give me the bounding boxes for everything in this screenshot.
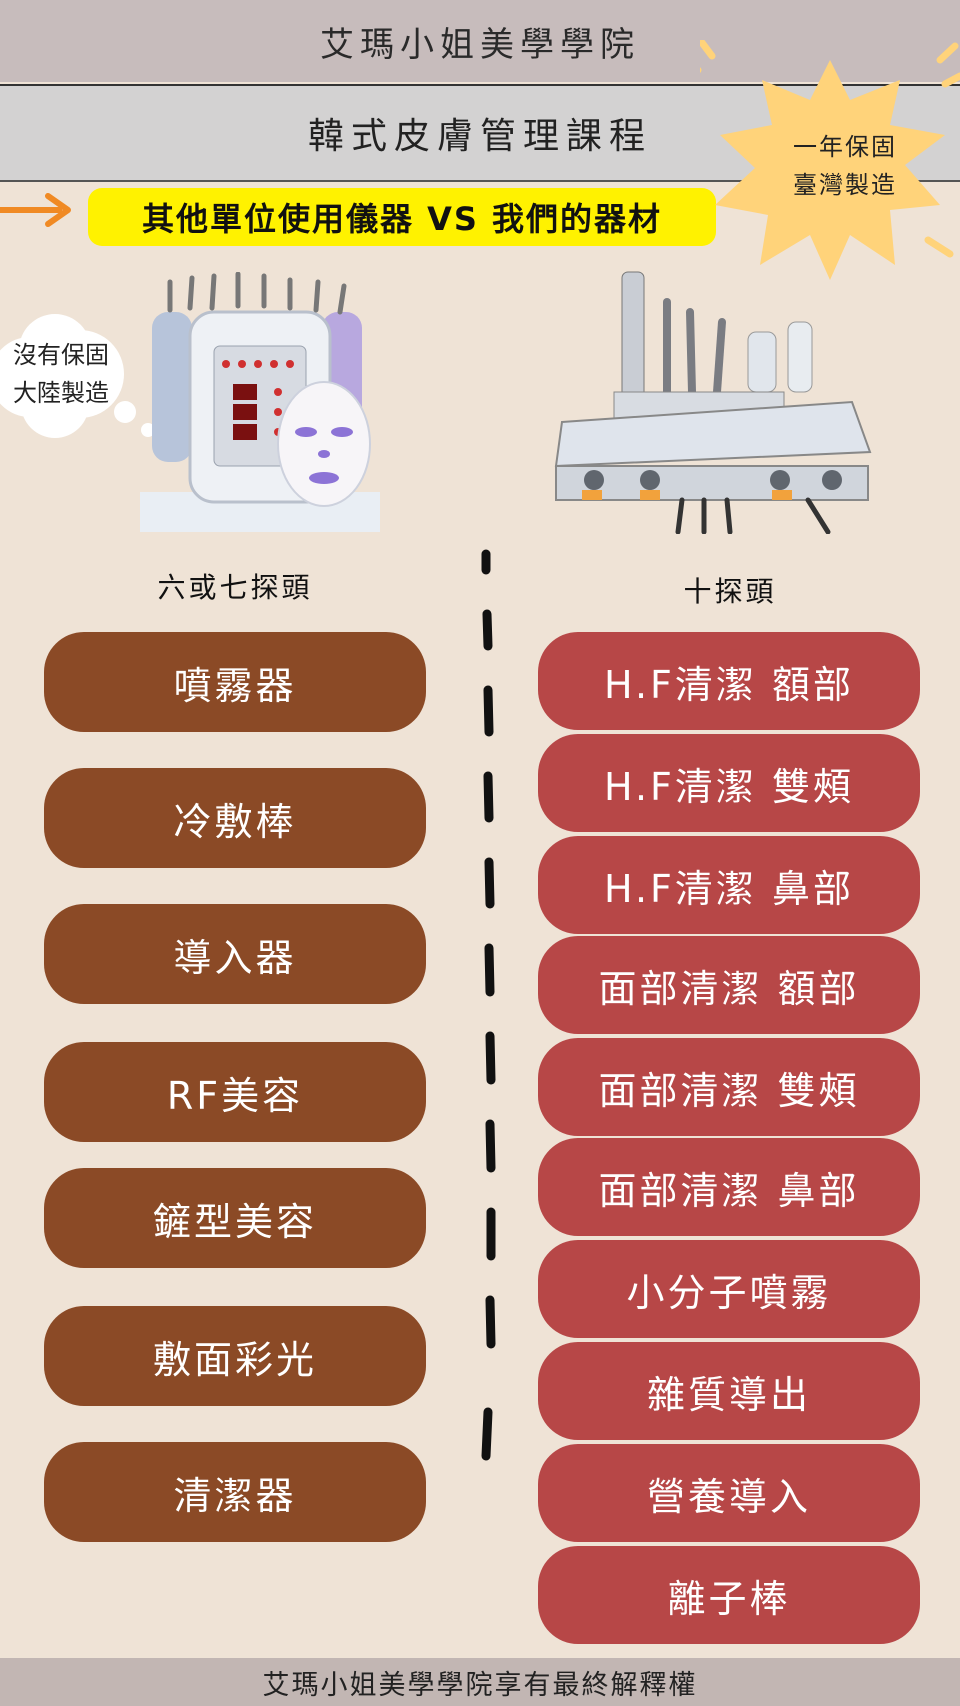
other-device-image <box>140 272 380 532</box>
column-divider <box>481 549 496 1461</box>
right-column-heading: 十探頭 <box>683 575 777 608</box>
right-item-4: 面部清潔 額部 <box>538 936 920 1034</box>
right-item-10: 離子棒 <box>538 1546 920 1644</box>
ours-warranty-text: 一年保固 <box>793 133 897 161</box>
footer-disclaimer: 艾瑪小姐美學學院享有最終解釋權 <box>0 1658 960 1706</box>
right-item-8: 雜質導出 <box>538 1342 920 1440</box>
left-item-6: 敷面彩光 <box>44 1306 426 1406</box>
left-item-5: 鏟型美容 <box>44 1168 426 1268</box>
thought-cloud-icon <box>0 314 155 438</box>
header-academy-name: 艾瑪小姐美學學院 <box>0 0 960 82</box>
right-item-7: 小分子噴霧 <box>538 1240 920 1338</box>
arrow-right-icon <box>0 193 71 227</box>
ours-origin-text: 臺灣製造 <box>793 171 897 199</box>
left-item-4: RF美容 <box>44 1042 426 1142</box>
our-device-image <box>554 271 872 534</box>
left-item-7: 清潔器 <box>44 1442 426 1542</box>
left-item-1: 噴霧器 <box>44 632 426 732</box>
left-column-heading: 六或七探頭 <box>157 571 313 604</box>
others-warranty-callout: 沒有保固 大陸製造 <box>0 336 122 412</box>
others-origin-text: 大陸製造 <box>13 379 109 407</box>
left-item-2: 冷敷棒 <box>44 768 426 868</box>
right-item-1: H.F清潔 額部 <box>538 632 920 730</box>
right-item-5: 面部清潔 雙頰 <box>538 1038 920 1136</box>
burst-badge-icon <box>700 40 960 280</box>
right-item-6: 面部清潔 鼻部 <box>538 1138 920 1236</box>
right-item-9: 營養導入 <box>538 1444 920 1542</box>
right-item-2: H.F清潔 雙頰 <box>538 734 920 832</box>
left-item-3: 導入器 <box>44 904 426 1004</box>
ours-warranty-callout: 一年保固 臺灣製造 <box>760 128 930 204</box>
others-warranty-text: 沒有保固 <box>13 341 109 369</box>
comparison-banner: 其他單位使用儀器 VS 我們的器材 <box>88 188 716 246</box>
right-item-3: H.F清潔 鼻部 <box>538 836 920 934</box>
